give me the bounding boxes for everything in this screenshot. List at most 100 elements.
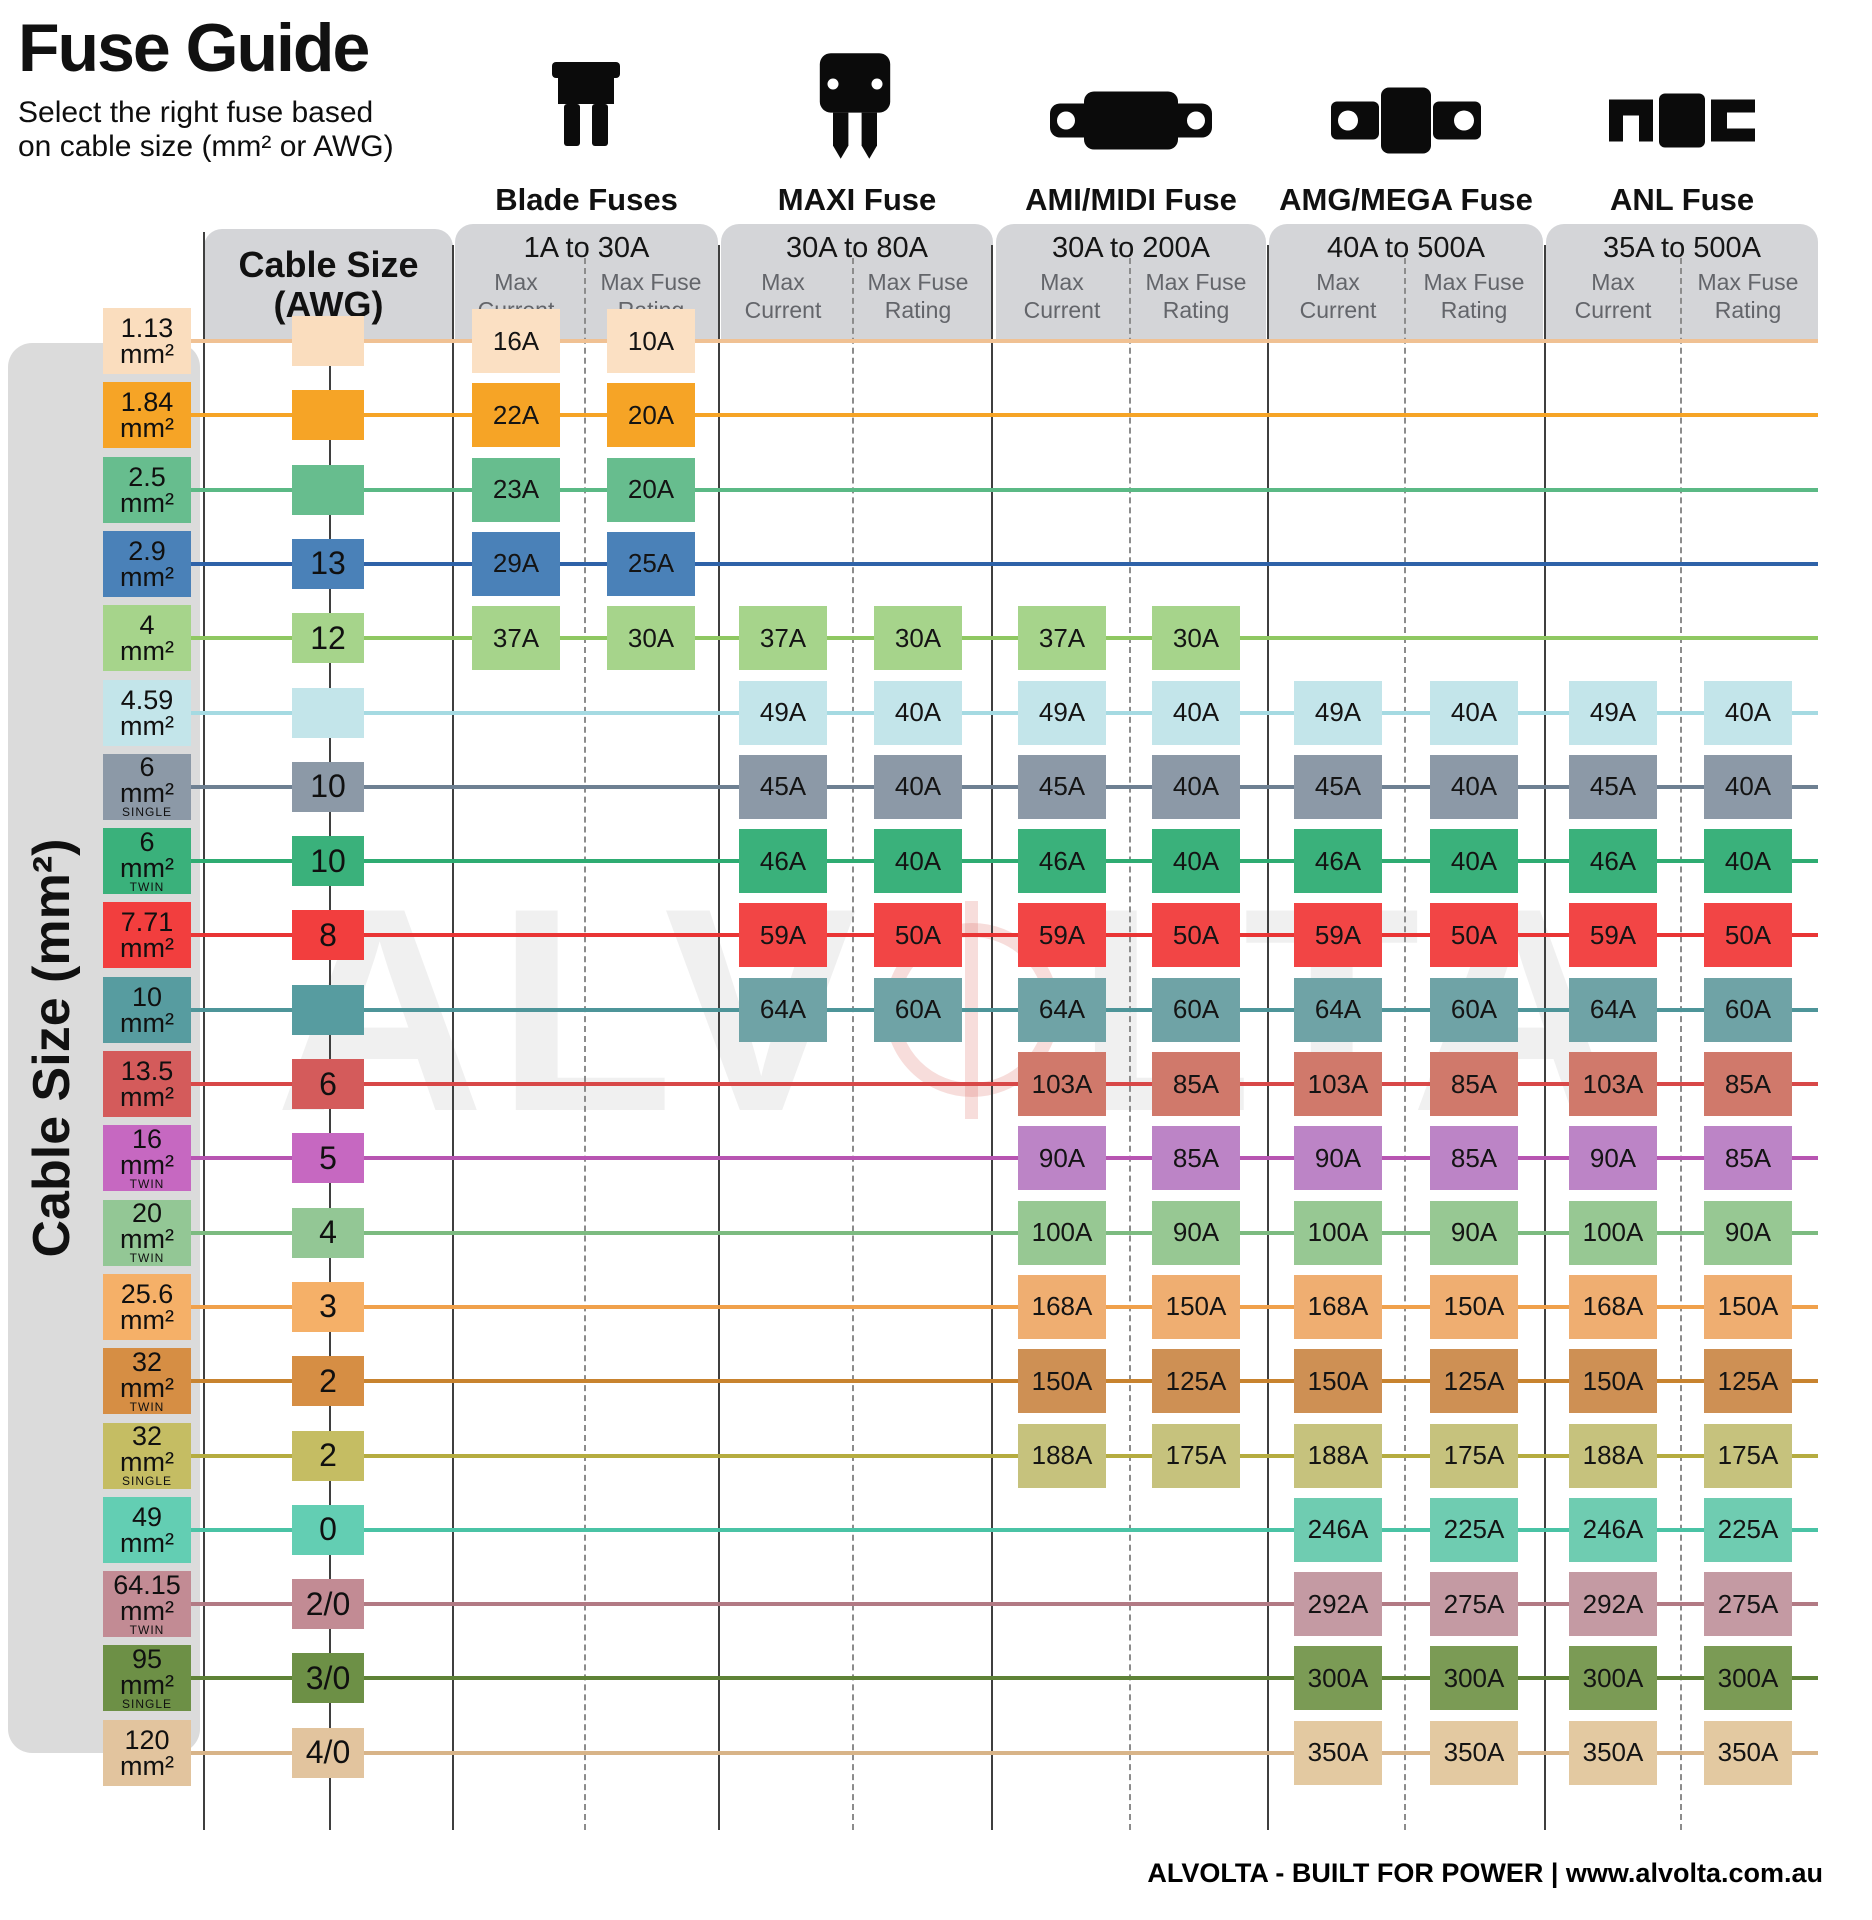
anl-max-current-cell: 46A: [1569, 829, 1657, 894]
blade-max-current-cell: 29A: [472, 531, 560, 596]
cable-size-unit: mm²: [120, 561, 174, 592]
cable-row-line: [190, 710, 1818, 715]
cable-row-line: [190, 1007, 1818, 1012]
col-label-max-fuse-rating: Max Fuse Rating: [867, 269, 969, 323]
cable-size-unit: mm²: [120, 1007, 174, 1038]
maxi-fuse-icon: [800, 50, 910, 162]
amg-max-current-cell: 150A: [1294, 1349, 1382, 1414]
subcolumn-dashed-line: [1680, 258, 1682, 1830]
ami-max-fuse-rating-cell: 50A: [1152, 903, 1240, 968]
amg-max-current-cell: 46A: [1294, 829, 1382, 894]
cable-size-value: 20: [131, 1198, 163, 1229]
col-label-max-current: Max Current: [1023, 269, 1101, 323]
amg-max-current-cell: 64A: [1294, 977, 1382, 1042]
anl-max-current-cell: 100A: [1569, 1200, 1657, 1265]
ami-max-current-cell: 90A: [1018, 1126, 1106, 1191]
anl-max-fuse-rating-cell: 90A: [1704, 1200, 1792, 1265]
cable-row-line: [190, 1750, 1818, 1755]
anl-max-fuse-rating-cell: 125A: [1704, 1349, 1792, 1414]
range-label-maxi: 30A to 80A: [786, 232, 928, 264]
anl-max-current-cell: 188A: [1569, 1423, 1657, 1488]
subcolumn-dashed-line: [852, 258, 854, 1830]
anl-max-current-cell: 246A: [1569, 1497, 1657, 1562]
awg-cell: 2/0: [292, 1579, 364, 1630]
ami-max-fuse-rating-cell: 125A: [1152, 1349, 1240, 1414]
awg-cell: 3: [292, 1281, 364, 1332]
anl-max-current-cell: 45A: [1569, 754, 1657, 819]
amg-max-fuse-rating-cell: 175A: [1430, 1423, 1518, 1488]
anl-max-fuse-rating-cell: 50A: [1704, 903, 1792, 968]
group-separator-line: [452, 245, 454, 1830]
cable-size-unit: mm²: [120, 1669, 174, 1700]
cable-row-line: [190, 636, 1818, 641]
cable-row-line: [190, 1304, 1818, 1309]
cable-size-label: 1.13 mm²: [103, 308, 191, 374]
subcolumn-dashed-line: [1129, 258, 1131, 1830]
cable-size-variant: TWIN: [129, 1622, 165, 1637]
cable-size-label: 10 mm²: [103, 976, 191, 1043]
cable-size-unit: mm²: [120, 1527, 174, 1558]
cable-size-label: 6 mm² SINGLE: [103, 753, 191, 820]
amg-max-current-cell: 49A: [1294, 680, 1382, 745]
cable-size-value: 95: [131, 1643, 163, 1674]
group-title-maxi: MAXI Fuse: [777, 182, 937, 217]
cable-size-unit: mm²: [120, 1224, 174, 1255]
amg-max-current-cell: 188A: [1294, 1423, 1382, 1488]
ami-max-current-cell: 100A: [1018, 1200, 1106, 1265]
ami-max-current-cell: 168A: [1018, 1274, 1106, 1339]
group-header-amg-mega: 40A to 500A: [1269, 224, 1543, 340]
cable-size-label: 32 mm² TWIN: [103, 1348, 191, 1415]
anl-max-current-cell: 64A: [1569, 977, 1657, 1042]
cable-size-label: 25.6 mm²: [103, 1273, 191, 1340]
group-separator-line: [1544, 245, 1546, 1830]
group-title-blade: Blade Fuses: [495, 182, 678, 217]
blade-max-current-cell: 37A: [472, 606, 560, 671]
awg-cell: 6: [292, 1059, 364, 1109]
ami-max-current-cell: 37A: [1018, 606, 1106, 671]
cable-size-unit: mm²: [120, 339, 174, 369]
cable-size-unit: mm²: [120, 1149, 174, 1180]
awg-cell: 12: [292, 613, 364, 664]
col-label-max-current: Max Current: [744, 269, 822, 323]
col-label-max-current: Max Current: [1299, 269, 1377, 323]
maxi-max-current-cell: 37A: [739, 606, 827, 671]
cable-size-value: 25.6: [120, 1278, 174, 1309]
cable-size-unit: mm²: [120, 1082, 174, 1112]
amg-max-current-cell: 246A: [1294, 1497, 1382, 1562]
blade-max-fuse-rating-cell: 25A: [607, 531, 695, 596]
group-separator-line: [718, 245, 720, 1830]
ami-max-fuse-rating-cell: 175A: [1152, 1423, 1240, 1488]
cable-row-line: [190, 1082, 1818, 1086]
cable-row-line: [190, 1602, 1818, 1607]
anl-max-fuse-rating-cell: 350A: [1704, 1720, 1792, 1785]
group-title-anl: ANL Fuse: [1609, 182, 1755, 217]
amg-max-current-cell: 100A: [1294, 1200, 1382, 1265]
anl-max-fuse-rating-cell: 275A: [1704, 1572, 1792, 1637]
amg-max-current-cell: 90A: [1294, 1126, 1382, 1191]
amg-max-fuse-rating-cell: 85A: [1430, 1052, 1518, 1116]
anl-max-fuse-rating-cell: 60A: [1704, 977, 1792, 1042]
cable-size-variant: TWIN: [129, 1176, 165, 1191]
cable-size-value: 1.13: [120, 313, 174, 343]
awg-cell: 4: [292, 1207, 364, 1258]
anl-max-current-cell: 300A: [1569, 1646, 1657, 1711]
anl-fuse-icon: [1597, 82, 1767, 160]
amg-max-current-cell: 103A: [1294, 1052, 1382, 1116]
cable-size-label: 16 mm² TWIN: [103, 1123, 191, 1192]
page-subtitle: Select the right fuse based on cable siz…: [18, 96, 394, 164]
anl-max-fuse-rating-cell: 225A: [1704, 1497, 1792, 1562]
cable-size-variant: TWIN: [129, 879, 165, 894]
cable-size-variant: SINGLE: [121, 1474, 172, 1488]
anl-max-current-cell: 59A: [1569, 903, 1657, 968]
cable-size-value: 120: [124, 1724, 170, 1755]
cable-size-unit: mm²: [120, 778, 174, 809]
amg-max-fuse-rating-cell: 40A: [1430, 680, 1518, 745]
amg-max-fuse-rating-cell: 40A: [1430, 829, 1518, 894]
awg-cell: [292, 984, 364, 1035]
cable-row-line: [190, 561, 1818, 566]
cable-size-value: 16: [131, 1123, 163, 1154]
cable-size-unit: mm²: [120, 933, 174, 964]
blade-max-current-cell: 16A: [472, 309, 560, 373]
anl-max-current-cell: 168A: [1569, 1274, 1657, 1339]
anl-max-fuse-rating-cell: 40A: [1704, 829, 1792, 894]
